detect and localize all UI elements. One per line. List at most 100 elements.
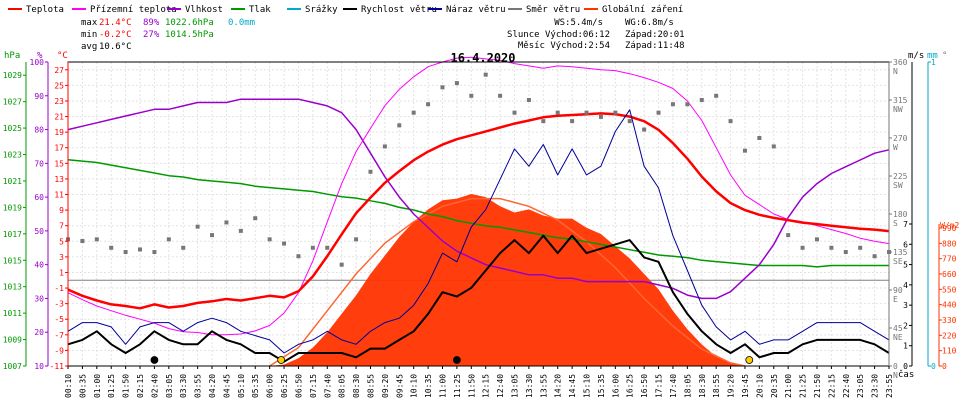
wind-dir-point [742, 148, 747, 153]
x-tick-label: 10:10 [410, 374, 419, 398]
wind-dir-point [771, 144, 776, 149]
wind-speed-axis-tick-label: 1 [903, 342, 908, 351]
humidity-axis-tick-label: 80 [34, 126, 44, 135]
stat-max-hum: 89% [143, 18, 160, 28]
x-tick-label: 06:50 [294, 374, 303, 398]
axis-unit-ms: m/s [908, 51, 924, 61]
x-tick-label: 01:25 [107, 374, 116, 398]
temperature-axis-tick-label: 19 [54, 128, 64, 137]
wind-dir-point [454, 81, 459, 86]
wind-dir-point [181, 245, 186, 250]
x-tick-label: 07:15 [309, 374, 318, 398]
x-tick-label: 19:45 [741, 374, 750, 398]
x-tick-label: 01:00 [93, 374, 102, 398]
axes: 1007100910111013101510171019102110231025… [3, 58, 957, 380]
solar-axis-tick-label: 880 [942, 239, 957, 248]
x-tick-label: 07:40 [323, 374, 332, 398]
stat-avg-label: avg [81, 42, 97, 52]
temperature-axis-tick-label: 15 [54, 159, 64, 168]
x-tick-label: 11:50 [467, 374, 476, 398]
axis-unit-deg: ° [942, 51, 947, 61]
legend-label: Směr větru [526, 5, 580, 15]
wind-dir-axis-dir-label: NW [893, 105, 903, 114]
temperature-axis-tick-label: 1 [59, 268, 64, 277]
wind-dir-axis-tick-label: 180 [893, 210, 908, 219]
humidity-axis-tick-label: 50 [34, 227, 44, 236]
sun-moon-marker [452, 356, 461, 364]
wind-dir-point [498, 93, 503, 98]
wind-speed-axis-tick-label: 7 [903, 220, 908, 229]
wind-dir-point [858, 245, 863, 250]
x-tick-label: 12:15 [482, 374, 491, 398]
x-tick-label: 23:05 [856, 374, 865, 398]
humidity-line [67, 98, 890, 300]
wind-speed-axis-tick-label: 5 [903, 261, 908, 270]
legend-label: Náraz větru [446, 5, 506, 15]
wind-dir-point [555, 110, 560, 115]
wind-dir-point [613, 110, 618, 115]
stats-block: max 21.4°C 89% 1022.6hPa 0.0mm min -0.2°… [81, 18, 255, 52]
wind-dir-point [872, 254, 877, 259]
wind-dir-point [195, 224, 200, 229]
temperature-axis-tick-label: -5 [54, 315, 64, 324]
wind-dir-point [210, 233, 215, 238]
wind-dir-point [570, 119, 575, 124]
wind-dir-axis-dir-label: W [893, 143, 898, 152]
pressure-line [67, 159, 889, 268]
humidity-axis-tick-label: 100 [30, 58, 45, 67]
wind-dir-point [267, 237, 272, 242]
solar-axis-tick-label: 440 [942, 301, 957, 310]
wind-dir-point [253, 216, 258, 221]
solar-axis-tick-label: 0 [942, 362, 947, 371]
temperature-axis-tick-label: -7 [54, 331, 64, 340]
wind-dir-point [282, 241, 287, 246]
wind-dir-point [685, 102, 690, 107]
info-block: WS:5.4m/s WG:6.8m/s Slunce Východ:06:12 … [507, 18, 685, 51]
ground-temp-line [67, 56, 890, 336]
humidity-axis-tick-label: 70 [34, 159, 44, 168]
x-tick-label: 08:55 [366, 374, 375, 398]
solar-axis-tick-label: 330 [942, 316, 957, 325]
wind-dir-point [714, 93, 719, 98]
wind-dir-axis-tick-label: 225 [893, 172, 908, 181]
temperature-axis-tick-label: 21 [54, 113, 64, 122]
temperature-axis-tick-label: -1 [54, 284, 64, 293]
x-tick-label: 13:30 [525, 374, 534, 398]
sun-moon-marker [150, 356, 159, 364]
wind-dir-point [728, 119, 733, 124]
wind-dir-point [541, 119, 546, 124]
stat-min-hum: 27% [143, 30, 160, 40]
pressure-axis-tick-label: 1021 [3, 177, 22, 186]
axis-unit-hpa: hPa [4, 51, 20, 61]
x-tick-label: 05:35 [251, 374, 260, 398]
wind-dir-point [80, 239, 85, 244]
wind-dir-point [829, 245, 834, 250]
temperature-axis-tick-label: 27 [54, 66, 64, 75]
wind-dir-point [757, 136, 762, 140]
info-moonset: Západ:11:48 [625, 41, 685, 51]
x-tick-label: 04:20 [208, 374, 217, 398]
pressure-axis-tick-label: 1017 [3, 230, 22, 239]
temperature-axis-tick-label: 9 [59, 206, 64, 215]
x-tick-label: 08:30 [352, 374, 361, 398]
x-tick-label: 09:45 [395, 374, 404, 398]
wind-speed-axis-tick-label: 4 [903, 281, 908, 290]
wind-dir-point [656, 110, 661, 115]
temperature-axis-tick-label: 23 [54, 97, 64, 106]
x-tick-label: 18:30 [698, 374, 707, 398]
temperature-axis-tick-label: 5 [59, 237, 64, 246]
x-tick-label: 01:50 [122, 374, 131, 398]
wind-speed-line [67, 234, 890, 363]
x-tick-label: 06:00 [266, 374, 275, 398]
x-tick-label: 22:40 [842, 374, 851, 398]
axis-unit-wm2: W/m2 [940, 221, 959, 230]
wind-dir-point [670, 102, 675, 107]
wind-dir-point [368, 169, 373, 174]
x-tick-label: 11:00 [438, 374, 447, 398]
x-tick-label: 02:15 [136, 374, 145, 398]
x-tick-label: 21:50 [813, 374, 822, 398]
temperature-axis-tick-label: 11 [54, 191, 64, 200]
humidity-axis-tick-label: 30 [34, 294, 44, 303]
wind-dir-axis-tick-label: 45 [893, 324, 903, 333]
